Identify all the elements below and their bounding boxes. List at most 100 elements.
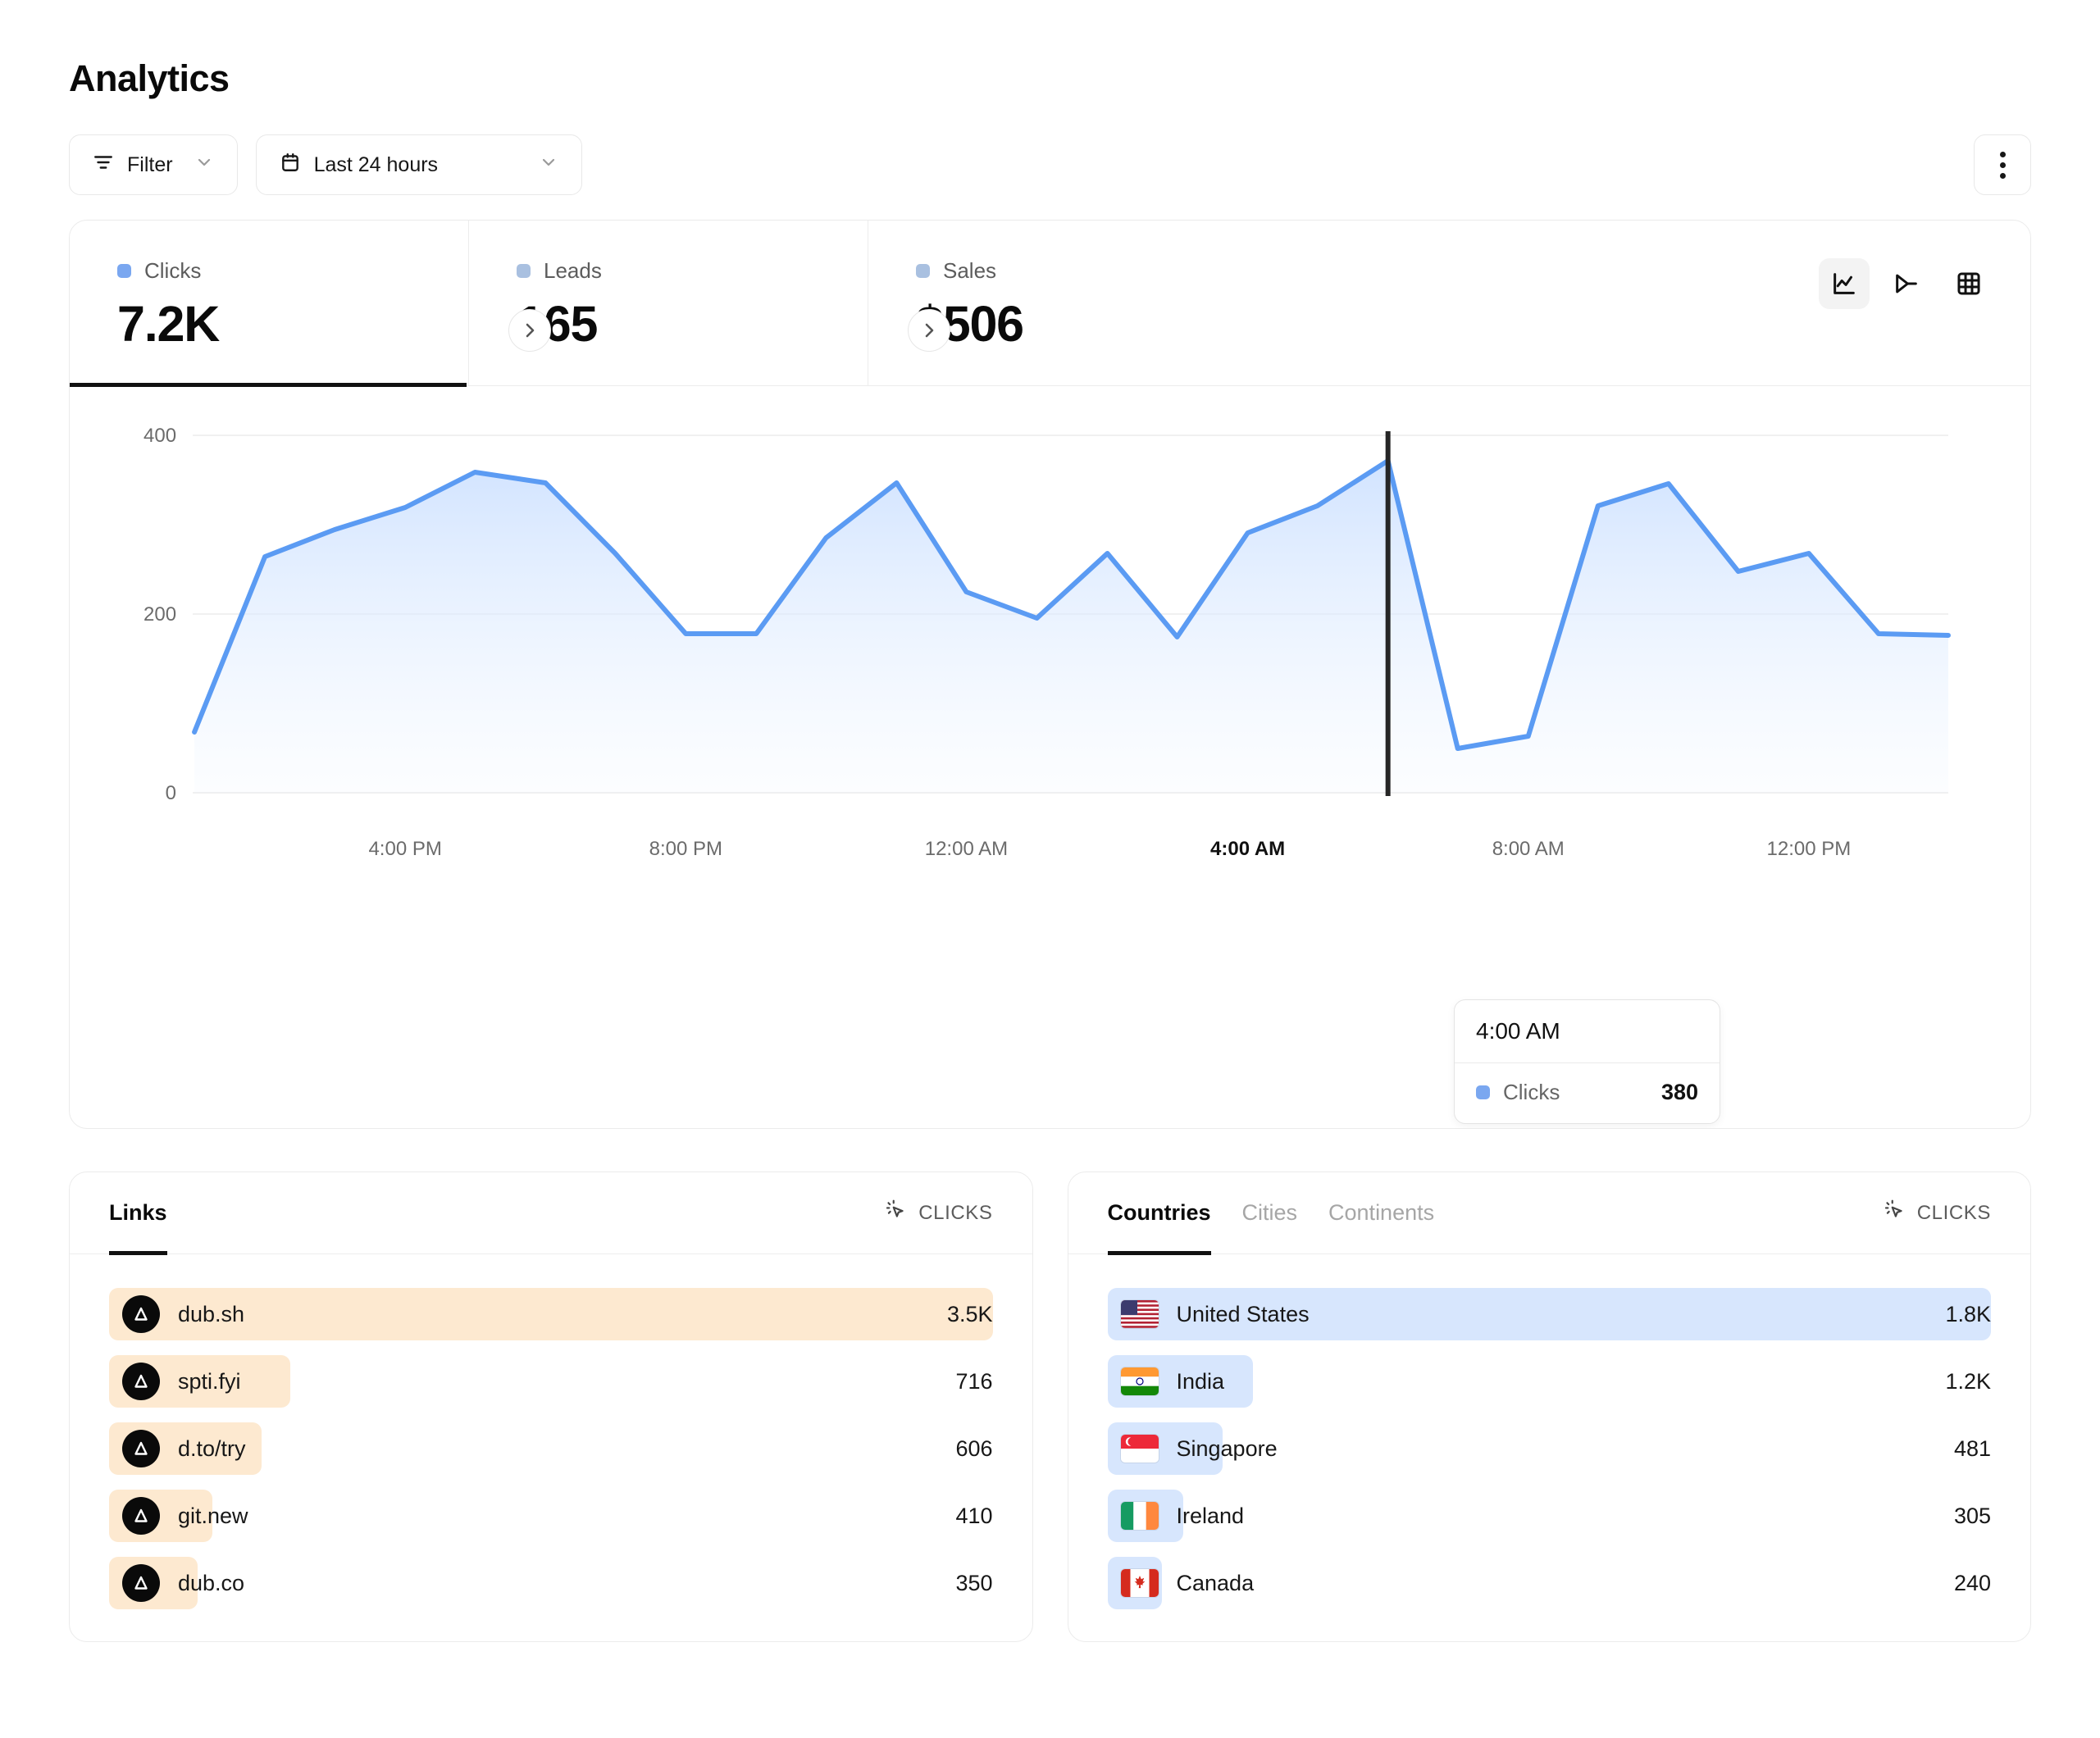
tab-label: Continents xyxy=(1328,1200,1435,1225)
dub-logo-icon xyxy=(122,1564,160,1602)
table-view-button[interactable] xyxy=(1943,258,1994,309)
dub-logo-icon xyxy=(122,1497,160,1535)
metric-card-clicks[interactable]: Clicks 7.2K xyxy=(70,221,469,387)
row-content: Singapore xyxy=(1108,1435,1278,1463)
flag-us-icon xyxy=(1120,1300,1159,1328)
bottom-panels: Links CLICKS dub.sh xyxy=(69,1172,2031,1642)
locations-panel: Countries Cities Continents CLICKS xyxy=(1067,1172,2031,1642)
links-metric-tag[interactable]: CLICKS xyxy=(886,1199,992,1226)
dub-logo-icon xyxy=(122,1430,160,1467)
row-value: 350 xyxy=(955,1570,993,1595)
row-content: United States xyxy=(1108,1300,1310,1328)
more-options-button[interactable] xyxy=(1974,134,2031,195)
analytics-card: Clicks 7.2K Leads 165 Sales xyxy=(69,220,2031,1129)
page-title: Analytics xyxy=(69,57,230,99)
clicks-area-chart[interactable]: 400 200 0 4:00 PM 8:00 PM 12:00 AM 4:00 … xyxy=(70,386,2030,1128)
mouse-pointer-click-icon xyxy=(886,1199,907,1226)
row-label: Canada xyxy=(1176,1570,1255,1595)
tab-label: Links xyxy=(109,1200,167,1225)
date-range-label: Last 24 hours xyxy=(313,152,439,176)
filter-label: Filter xyxy=(127,152,173,176)
row-value: 1.2K xyxy=(1945,1368,1991,1394)
metric-value: 7.2K xyxy=(117,296,220,352)
area-fill xyxy=(194,461,1948,793)
links-list: dub.sh 3.5K spti.fyi 716 xyxy=(70,1254,1032,1617)
row-label: dub.co xyxy=(178,1570,245,1595)
list-item[interactable]: United States 1.8K xyxy=(1107,1281,1991,1348)
list-item[interactable]: Singapore 481 xyxy=(1107,1415,1991,1482)
tab-continents[interactable]: Continents xyxy=(1328,1172,1434,1253)
row-label: United States xyxy=(1176,1301,1310,1326)
list-item[interactable]: Canada 240 xyxy=(1107,1549,1991,1617)
line-chart-view-button[interactable] xyxy=(1819,258,1870,309)
list-item[interactable]: git.new 410 xyxy=(109,1482,993,1549)
tab-cities[interactable]: Cities xyxy=(1242,1172,1298,1253)
metric-next-arrow-1[interactable] xyxy=(508,309,551,352)
clicks-swatch-icon xyxy=(117,264,131,278)
tooltip-series-label: Clicks xyxy=(1503,1080,1560,1104)
metrics-row: Clicks 7.2K Leads 165 Sales xyxy=(70,221,2030,387)
metric-label: Leads xyxy=(544,258,602,283)
date-range-button[interactable]: Last 24 hours xyxy=(255,134,582,195)
flag-in-icon xyxy=(1120,1367,1159,1395)
row-label: dub.sh xyxy=(178,1301,245,1326)
metric-label-row: Leads xyxy=(517,258,868,284)
row-label: Ireland xyxy=(1176,1503,1245,1528)
list-item[interactable]: spti.fyi 716 xyxy=(109,1348,993,1415)
tooltip-time: 4:00 AM xyxy=(1455,1000,1720,1063)
metric-label-row: Clicks xyxy=(117,258,468,284)
chart-tooltip: 4:00 AM Clicks 380 xyxy=(1454,999,1720,1124)
metric-card-leads[interactable]: Leads 165 xyxy=(469,221,868,385)
xtick-2: 12:00 AM xyxy=(925,838,1008,860)
grid-icon xyxy=(1957,272,1980,295)
sales-swatch-icon xyxy=(916,264,930,278)
row-content: dub.co xyxy=(109,1564,244,1602)
flag-sg-icon xyxy=(1120,1435,1159,1463)
locations-metric-tag[interactable]: CLICKS xyxy=(1884,1199,1991,1226)
row-content: Canada xyxy=(1108,1569,1255,1597)
area-line xyxy=(192,458,1951,751)
flag-ie-icon xyxy=(1120,1502,1159,1530)
links-panel: Links CLICKS dub.sh xyxy=(69,1172,1033,1642)
tooltip-swatch-icon xyxy=(1476,1085,1490,1099)
ytick-0: 0 xyxy=(166,782,176,804)
row-label: git.new xyxy=(178,1503,248,1528)
dub-logo-icon xyxy=(122,1295,160,1333)
row-value: 481 xyxy=(1953,1435,1991,1461)
tab-links[interactable]: Links xyxy=(109,1172,167,1255)
more-vertical-icon xyxy=(1999,172,2006,179)
metric-card-sales[interactable]: Sales $506 xyxy=(868,221,1268,385)
chevron-down-icon xyxy=(194,152,214,178)
list-item[interactable]: Ireland 305 xyxy=(1107,1482,1991,1549)
leads-swatch-icon xyxy=(517,264,531,278)
mouse-pointer-click-icon xyxy=(1884,1199,1906,1226)
list-item[interactable]: d.to/try 606 xyxy=(109,1415,993,1482)
row-label: Singapore xyxy=(1176,1435,1278,1461)
row-value: 716 xyxy=(955,1368,993,1394)
flag-ca-icon xyxy=(1120,1569,1159,1597)
locations-panel-header: Countries Cities Continents CLICKS xyxy=(1068,1172,2030,1255)
list-item[interactable]: dub.co 350 xyxy=(109,1549,993,1617)
row-bar xyxy=(1107,1288,1991,1340)
list-item[interactable]: India 1.2K xyxy=(1107,1348,1991,1415)
ytick-400: 400 xyxy=(143,425,176,447)
row-label: spti.fyi xyxy=(178,1368,241,1394)
row-content: dub.sh xyxy=(109,1295,244,1333)
row-value: 3.5K xyxy=(946,1301,993,1326)
more-vertical-icon xyxy=(1999,151,2006,157)
tooltip-series-row: Clicks 380 xyxy=(1455,1063,1720,1123)
funnel-view-button[interactable] xyxy=(1881,258,1932,309)
metric-value: 165 xyxy=(517,296,598,352)
xtick-4: 8:00 AM xyxy=(1492,838,1565,860)
toolbar: Filter Last 24 hours xyxy=(69,134,2031,195)
filter-button[interactable]: Filter xyxy=(69,134,238,195)
xtick-5: 12:00 PM xyxy=(1767,838,1852,860)
metric-next-arrow-2[interactable] xyxy=(908,309,950,352)
list-item[interactable]: dub.sh 3.5K xyxy=(109,1281,993,1348)
tab-countries[interactable]: Countries xyxy=(1107,1172,1211,1255)
xtick-3: 4:00 AM xyxy=(1210,838,1285,860)
filter-icon xyxy=(93,152,114,179)
calendar-icon xyxy=(280,152,301,179)
chevron-down-icon xyxy=(539,152,558,178)
